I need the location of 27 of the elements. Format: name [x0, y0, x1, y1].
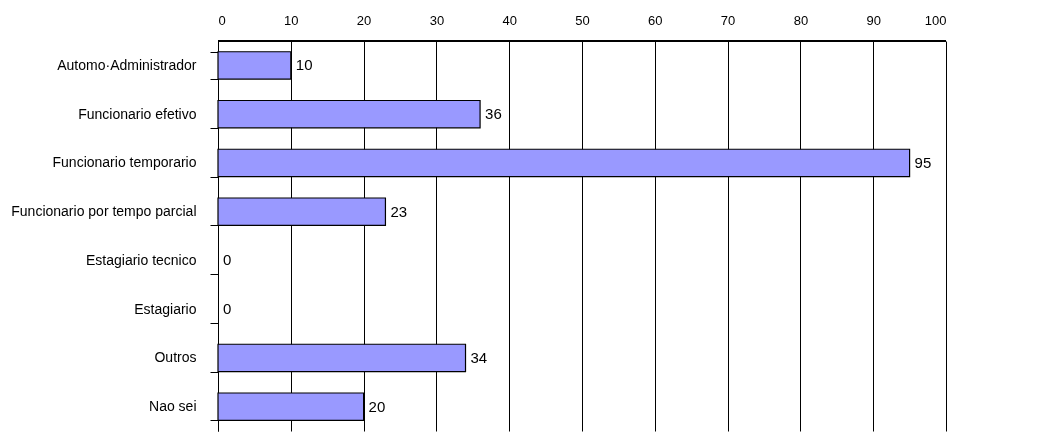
- x-tick-label: 80: [793, 12, 809, 28]
- x-tick-label: 60: [648, 12, 663, 28]
- y-tick-label: Outros: [154, 349, 197, 366]
- x-tick-label: 40: [502, 12, 517, 28]
- x-tick-label: 50: [575, 12, 590, 28]
- x-tick-label: 0: [218, 12, 226, 28]
- x-tick-label: 90: [866, 12, 881, 28]
- data-label: 95: [914, 153, 932, 171]
- x-tick-label: 30: [429, 12, 445, 28]
- data-label: 34: [470, 348, 488, 366]
- y-tick-label: Estagiario tecnico: [85, 251, 197, 268]
- y-tick-label: Funcionario por tempo parcial: [11, 203, 197, 220]
- data-label: 36: [485, 105, 502, 123]
- data-label: 23: [390, 202, 408, 220]
- y-tick-label: Funcionario temporario: [52, 154, 197, 171]
- data-label: 0: [223, 251, 232, 269]
- y-tick-label: Funcionario efetivo: [78, 105, 197, 122]
- x-tick-label: 100: [924, 12, 947, 28]
- y-tick-label: Automo·Administrador: [57, 56, 197, 73]
- x-tick-label: 10: [284, 12, 299, 28]
- data-label: 10: [295, 56, 313, 74]
- x-tick-label: 20: [356, 12, 372, 28]
- data-label: 20: [368, 397, 386, 415]
- x-tick-label: 70: [720, 12, 736, 28]
- data-label: 0: [223, 300, 232, 318]
- y-tick-label: Nao sei: [149, 398, 197, 415]
- y-tick-label: Estagiario: [134, 300, 197, 317]
